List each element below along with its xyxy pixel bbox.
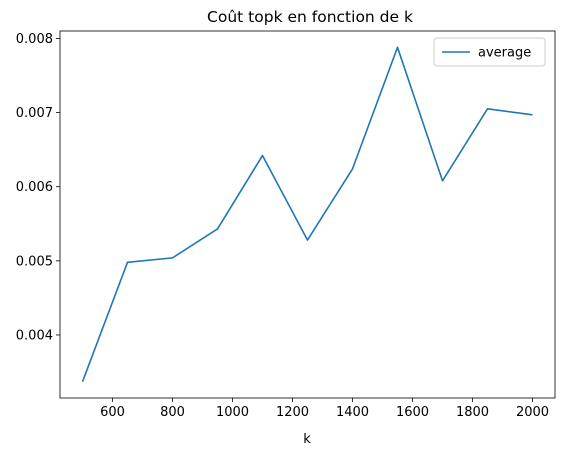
data-point: [531, 114, 533, 116]
y-tick-label: 0.008: [16, 32, 53, 47]
data-point: [216, 228, 218, 230]
chart-title: Coût topk en fonction de k: [207, 8, 413, 26]
x-tick-label: 600: [100, 405, 125, 420]
y-tick-label: 0.006: [16, 180, 53, 195]
y-tick-label: 0.007: [16, 106, 53, 121]
x-tick-label: 2000: [516, 405, 549, 420]
plot-area: 600 800 1000 1200 1400 1600 1800 2000 0.004 0.005…: [16, 30, 556, 420]
series-line-average: [81, 46, 533, 382]
y-tick-label: 0.005: [16, 254, 53, 269]
data-point: [261, 154, 263, 156]
x-tick-label: 1800: [456, 405, 489, 420]
x-axis-label: k: [303, 432, 311, 447]
plot-frame: [59, 30, 556, 399]
legend-box: [433, 37, 546, 67]
y-tick-label: 0.004: [16, 328, 53, 343]
data-point: [171, 257, 173, 259]
x-tick-label: 800: [160, 405, 185, 420]
data-point: [486, 108, 488, 110]
x-tick-label: 1600: [396, 405, 429, 420]
data-point: [81, 380, 83, 382]
x-tick-label: 1200: [276, 405, 309, 420]
legend-label: average: [478, 46, 531, 61]
data-point: [351, 168, 353, 170]
data-point: [441, 180, 443, 182]
x-tick-label: 1000: [216, 405, 249, 420]
x-tick-label: 1400: [336, 405, 369, 420]
data-point: [126, 261, 128, 263]
data-point: [396, 46, 398, 48]
data-point: [306, 239, 308, 241]
